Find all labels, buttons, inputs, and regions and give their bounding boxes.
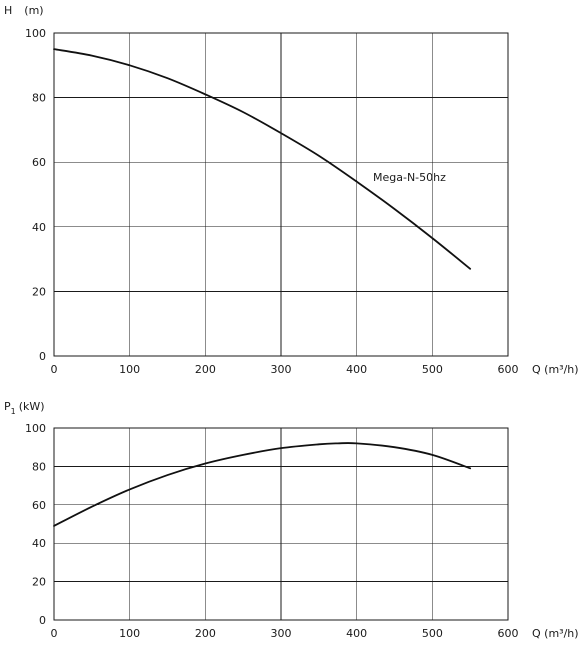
x-tick-label: 500 xyxy=(422,363,443,376)
x-tick-label: 600 xyxy=(498,363,519,376)
y-tick-label: 40 xyxy=(32,221,46,234)
y-tick-label: 40 xyxy=(32,537,46,550)
x-tick-label: 400 xyxy=(346,627,367,640)
x-tick-label: 300 xyxy=(271,363,292,376)
series-line-power xyxy=(53,442,472,527)
x-axis-label: Q (m³/h) xyxy=(532,363,579,376)
y-tick-label: 80 xyxy=(32,460,46,473)
curve-annotation: Mega-N-50hz xyxy=(373,171,446,184)
plot-frame xyxy=(53,427,509,621)
y-tick-label: 80 xyxy=(32,92,46,105)
x-tick-label: 0 xyxy=(51,627,58,640)
y-tick-label: 20 xyxy=(32,576,46,589)
y-tick-label: 100 xyxy=(25,27,46,40)
y-tick-label: 60 xyxy=(32,156,46,169)
y-axis-label: P1 (kW) xyxy=(4,400,45,416)
y-tick-label: 0 xyxy=(39,350,46,363)
x-axis-label: Q (m³/h) xyxy=(532,627,579,640)
y-tick-label: 60 xyxy=(32,499,46,512)
x-tick-label: 200 xyxy=(195,363,216,376)
y-tick-label: 20 xyxy=(32,285,46,298)
x-tick-label: 500 xyxy=(422,627,443,640)
x-tick-label: 200 xyxy=(195,627,216,640)
x-tick-label: 0 xyxy=(51,363,58,376)
x-tick-label: 100 xyxy=(119,627,140,640)
y-axis-label: H (m) xyxy=(4,4,44,17)
y-tick-label: 0 xyxy=(39,614,46,627)
series-line-head xyxy=(53,48,472,270)
plot-frame xyxy=(53,32,509,357)
chart-power: 0 100 200 300 400 500 600 0 20 40 60 80 100 Q (m³/h) P… xyxy=(4,400,579,640)
x-tick-label: 300 xyxy=(271,627,292,640)
x-tick-label: 100 xyxy=(119,363,140,376)
y-tick-label: 100 xyxy=(25,422,46,435)
x-tick-label: 600 xyxy=(498,627,519,640)
chart-head: 0 100 200 300 400 500 600 0 20 40 60 80 100 Q (m³/h) H… xyxy=(4,4,579,376)
x-tick-label: 400 xyxy=(346,363,367,376)
